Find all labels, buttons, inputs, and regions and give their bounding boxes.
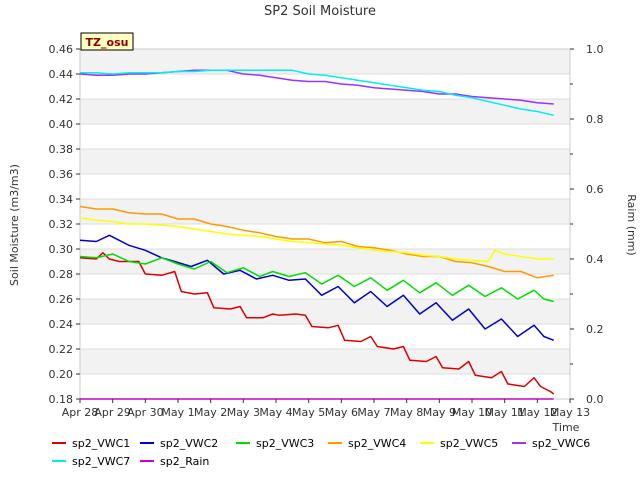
plot-band	[80, 99, 570, 124]
y-tick-label: 0.32	[49, 218, 74, 231]
x-tick-label: May 1	[161, 406, 194, 419]
plot-band	[80, 74, 570, 99]
plot-band	[80, 374, 570, 399]
plot-band	[80, 349, 570, 374]
plot-band	[80, 174, 570, 199]
y-tick-label: 0.28	[49, 268, 74, 281]
x-tick-label: May 4	[259, 406, 292, 419]
x-tick-label: Apr 28	[62, 406, 99, 419]
badge-label: TZ_osu	[86, 36, 129, 49]
y2-tick-label: 0.0	[586, 393, 604, 406]
legend: sp2_VWC1 sp2_VWC2 sp2_VWC3 sp2_VWC4 sp2_VWC5…	[52, 437, 590, 468]
badge: TZ_osu	[80, 32, 134, 51]
plot-bands	[80, 49, 570, 399]
x-tick-label: May 12	[517, 406, 557, 419]
legend-label-sp2_VWC6: sp2_VWC6	[532, 437, 590, 450]
x-tick-label: Apr 30	[127, 406, 164, 419]
x-axis-label: Time	[552, 421, 580, 434]
y2-axis-ticks: 0.0 0.2 0.4 0.6 0.8 1.0	[570, 43, 604, 406]
x-tick-label: May 11	[485, 406, 525, 419]
series-line-sp2_VWC1	[79, 252, 555, 395]
y2-tick-label: 0.4	[586, 253, 604, 266]
x-tick-label: May 10	[452, 406, 492, 419]
y-tick-label: 0.40	[49, 118, 74, 131]
y-tick-label: 0.20	[49, 368, 74, 381]
legend-label-sp2_VWC1: sp2_VWC1	[72, 437, 130, 450]
legend-label-sp2_VWC5: sp2_VWC5	[440, 437, 498, 450]
legend-label-sp2_VWC2: sp2_VWC2	[160, 437, 218, 450]
y-tick-label: 0.30	[49, 243, 74, 256]
plot-band	[80, 274, 570, 299]
y2-tick-label: 0.6	[586, 183, 604, 196]
y-axis-ticks: 0.18 0.20 0.22 0.24 0.26 0.28 0.30 0.32 0.34 0.36…	[49, 43, 80, 406]
legend-label-sp2_VWC7: sp2_VWC7	[72, 455, 130, 468]
x-tick-label: May 5	[292, 406, 325, 419]
series-line-sp2_VWC7	[80, 69, 554, 117]
y2-axis-label: Raim (mm)	[625, 194, 638, 255]
x-tick-label: Apr 29	[94, 406, 131, 419]
x-tick-label: May 9	[423, 406, 456, 419]
y-tick-label: 0.42	[49, 93, 74, 106]
plot-band	[80, 124, 570, 149]
y-tick-label: 0.44	[49, 68, 74, 81]
y-tick-label: 0.24	[49, 318, 74, 331]
y-tick-label: 0.26	[49, 293, 74, 306]
y2-tick-label: 0.8	[586, 113, 604, 126]
plot-band	[80, 49, 570, 74]
y-tick-label: 0.36	[49, 168, 74, 181]
plot-band	[80, 199, 570, 224]
series-line-sp2_VWC5	[79, 216, 554, 263]
legend-label-sp2_VWC4: sp2_VWC4	[348, 437, 406, 450]
series-line-sp2_VWC4	[79, 205, 554, 279]
chart-title: SP2 Soil Moisture	[264, 4, 376, 19]
x-tick-label: May 3	[227, 406, 260, 419]
plot-band	[80, 149, 570, 174]
plot-band	[80, 224, 570, 249]
y-tick-label: 0.22	[49, 343, 74, 356]
y2-tick-label: 0.2	[586, 323, 604, 336]
x-tick-label: May 8	[390, 406, 423, 419]
x-tick-label: May 2	[194, 406, 227, 419]
y-tick-label: 0.18	[49, 393, 74, 406]
y2-tick-label: 1.0	[586, 43, 604, 56]
badge-box	[80, 32, 134, 51]
x-tick-label: May 6	[325, 406, 358, 419]
plot-band	[80, 299, 570, 324]
y-tick-label: 0.46	[49, 43, 74, 56]
legend-label-sp2_VWC3: sp2_VWC3	[256, 437, 314, 450]
series-lines	[79, 69, 555, 400]
y-tick-label: 0.34	[49, 193, 74, 206]
x-tick-label: May 7	[357, 406, 390, 419]
x-tick-label: May 13	[550, 406, 590, 419]
y-tick-label: 0.38	[49, 143, 74, 156]
y-axis-label: Soil Moisture (m3/m3)	[8, 164, 21, 286]
series-line-sp2_VWC3	[79, 253, 554, 303]
legend-label-sp2_Rain: sp2_Rain	[160, 455, 209, 468]
